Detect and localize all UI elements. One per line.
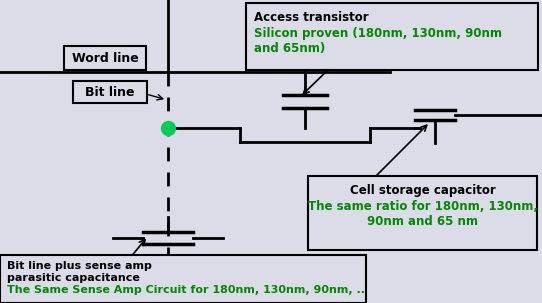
Text: Cell storage capacitor: Cell storage capacitor: [350, 184, 495, 197]
Text: Silicon proven (180nm, 130nm, 90nm
and 65nm): Silicon proven (180nm, 130nm, 90nm and 6…: [254, 27, 502, 55]
FancyBboxPatch shape: [308, 176, 537, 250]
Text: The same ratio for 180nm, 130nm,
90nm and 65 nm: The same ratio for 180nm, 130nm, 90nm an…: [307, 200, 538, 228]
Text: The Same Sense Amp Circuit for 180nm, 130nm, 90nm, ..: The Same Sense Amp Circuit for 180nm, 13…: [7, 285, 365, 295]
FancyBboxPatch shape: [0, 255, 366, 303]
Text: Word line: Word line: [72, 52, 138, 65]
FancyBboxPatch shape: [73, 81, 147, 103]
Text: Bit line plus sense amp
parasitic capacitance: Bit line plus sense amp parasitic capaci…: [7, 261, 152, 283]
Text: Access transistor: Access transistor: [254, 11, 369, 24]
Text: Bit line: Bit line: [85, 85, 135, 98]
FancyBboxPatch shape: [246, 3, 538, 70]
FancyBboxPatch shape: [64, 46, 146, 70]
